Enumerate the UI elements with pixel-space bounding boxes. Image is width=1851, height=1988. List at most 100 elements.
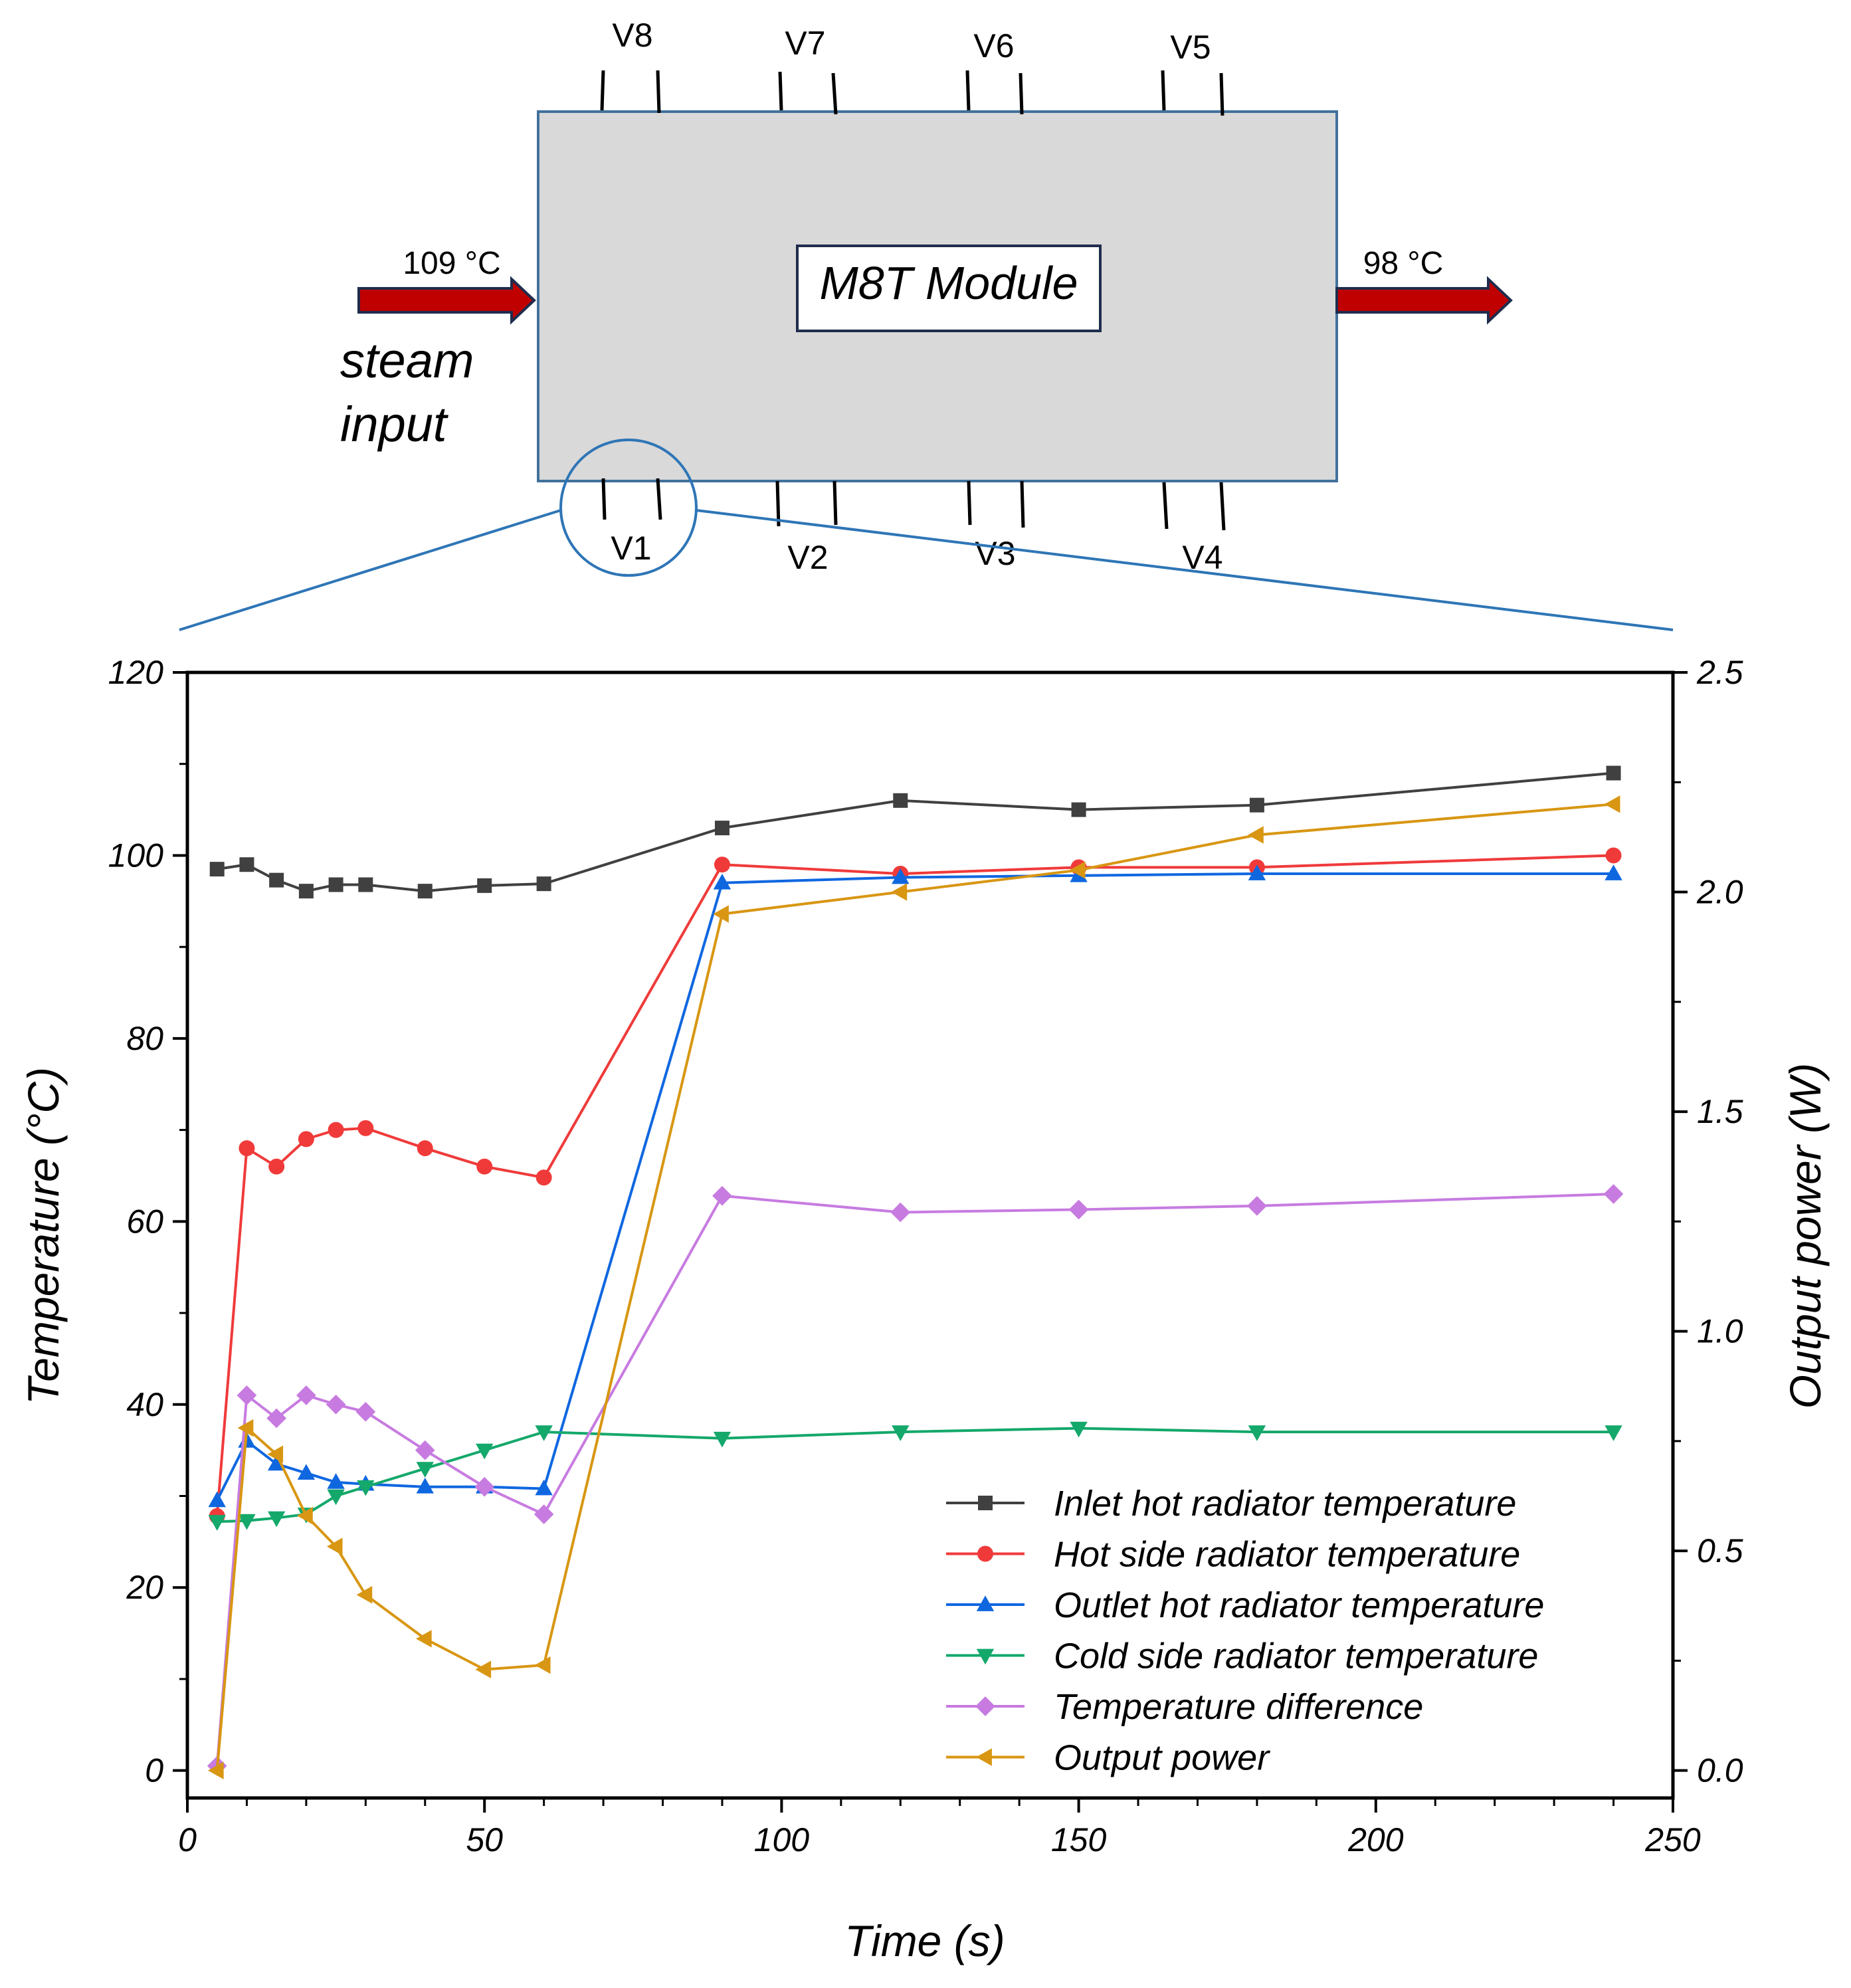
data-point bbox=[713, 1431, 731, 1448]
data-point bbox=[355, 1401, 376, 1422]
data-point bbox=[1604, 795, 1620, 813]
probe-label-v8: V8 bbox=[612, 17, 652, 54]
y-left-tick-label: 100 bbox=[108, 837, 164, 874]
series-3 bbox=[208, 1421, 1622, 1531]
data-point bbox=[209, 862, 225, 877]
y-left-tick-label: 80 bbox=[126, 1020, 163, 1057]
data-point bbox=[416, 1462, 434, 1478]
series-line bbox=[215, 872, 1614, 1502]
steam-input-line1: steam bbox=[340, 333, 474, 388]
series-line bbox=[215, 854, 1614, 1516]
data-point bbox=[1605, 847, 1622, 864]
data-point bbox=[893, 793, 908, 808]
y-left-tick-label: 60 bbox=[126, 1203, 163, 1240]
legend-item: Inlet hot radiator temperature bbox=[946, 1484, 1516, 1524]
data-point bbox=[237, 1419, 254, 1437]
data-point bbox=[1070, 1421, 1088, 1438]
data-point bbox=[892, 1425, 910, 1441]
series-5 bbox=[207, 795, 1620, 1779]
probe-wires-top bbox=[600, 70, 1224, 116]
data-point bbox=[416, 1630, 432, 1648]
y-right-tick-label: 1.0 bbox=[1697, 1313, 1743, 1350]
data-point bbox=[976, 1595, 995, 1611]
data-point bbox=[714, 856, 730, 873]
left-axis: 0 20 40 60 80 100 120 bbox=[108, 654, 187, 1789]
zoom-line-left bbox=[179, 509, 561, 631]
y-right-tick-label: 0.0 bbox=[1697, 1752, 1743, 1789]
legend-label: Inlet hot radiator temperature bbox=[1054, 1484, 1516, 1524]
y-left-tick-label: 0 bbox=[145, 1752, 163, 1789]
x-tick-label: 200 bbox=[1347, 1821, 1404, 1858]
data-point bbox=[297, 1507, 313, 1525]
inlet-arrow bbox=[357, 276, 536, 325]
y-left-tick-label: 120 bbox=[108, 654, 164, 691]
legend-item: Cold side radiator temperature bbox=[946, 1637, 1538, 1676]
data-point bbox=[356, 1586, 373, 1604]
probe-label-v7: V7 bbox=[785, 25, 825, 62]
data-point bbox=[417, 1140, 433, 1157]
y-left-tick-label: 40 bbox=[126, 1386, 163, 1423]
y-right-tick-label: 2.5 bbox=[1696, 654, 1743, 691]
data-point bbox=[298, 884, 314, 899]
probe-label-v2: V2 bbox=[787, 539, 828, 576]
outlet-temperature: 98 °C bbox=[1363, 246, 1444, 281]
data-point bbox=[358, 877, 373, 892]
data-point bbox=[328, 877, 343, 892]
data-point bbox=[207, 1761, 224, 1779]
series-line bbox=[215, 1193, 1614, 1766]
data-point bbox=[535, 1425, 553, 1441]
data-point bbox=[977, 1545, 993, 1562]
data-point bbox=[1071, 802, 1086, 817]
data-point bbox=[1069, 861, 1086, 879]
chart: 0 20 40 60 80 100 120 0.0 0.5 1.0 1.5 2.0 2.5 0 50 10… bbox=[19, 654, 1830, 1965]
y-right-tick-label: 1.5 bbox=[1697, 1093, 1743, 1130]
data-point bbox=[298, 1131, 314, 1147]
data-point bbox=[208, 1491, 226, 1508]
module-diagram: M8T Module V8 V7 V6 V5 V1 V2 V3 V4 109 °… bbox=[179, 17, 1674, 631]
data-point bbox=[476, 1443, 494, 1460]
legend-item: Temperature difference bbox=[946, 1687, 1423, 1727]
plot-frame bbox=[185, 670, 1675, 1800]
data-point bbox=[975, 1696, 995, 1716]
data-point bbox=[714, 821, 730, 836]
data-point bbox=[890, 1202, 911, 1223]
legend-label: Temperature difference bbox=[1054, 1687, 1423, 1727]
data-point bbox=[1248, 1425, 1266, 1441]
module-label: M8T Module bbox=[819, 257, 1078, 309]
data-point bbox=[476, 1158, 493, 1175]
x-tick-label: 100 bbox=[754, 1821, 810, 1858]
data-point bbox=[237, 1385, 257, 1405]
probe-label-v6: V6 bbox=[973, 27, 1014, 64]
data-point bbox=[976, 1648, 995, 1665]
data-point bbox=[536, 876, 551, 892]
probe-wires-bottom bbox=[601, 478, 1226, 531]
legend-item: Hot side radiator temperature bbox=[946, 1535, 1520, 1575]
y-right-tick-label: 0.5 bbox=[1697, 1532, 1743, 1569]
right-axis: 0.0 0.5 1.0 1.5 2.0 2.5 bbox=[1673, 654, 1743, 1789]
data-point bbox=[415, 1440, 435, 1460]
data-point bbox=[417, 884, 433, 899]
data-point bbox=[1248, 864, 1266, 880]
outlet-arrow bbox=[1335, 276, 1513, 325]
y-left-tick-label: 20 bbox=[126, 1569, 163, 1606]
data-point bbox=[357, 1480, 375, 1496]
data-point bbox=[713, 905, 729, 923]
data-point bbox=[238, 1514, 256, 1530]
data-point bbox=[534, 1656, 551, 1674]
series-2 bbox=[208, 864, 1622, 1508]
data-point bbox=[1068, 1199, 1089, 1220]
legend-label: Output power bbox=[1054, 1738, 1270, 1778]
data-point bbox=[326, 1394, 346, 1415]
x-axis: 0 50 100 150 200 250 bbox=[178, 1798, 1701, 1858]
x-axis-title: Time (s) bbox=[844, 1916, 1005, 1965]
data-point bbox=[712, 1185, 732, 1206]
data-point bbox=[1248, 826, 1264, 844]
x-tick-label: 150 bbox=[1051, 1821, 1107, 1858]
x-tick-label: 0 bbox=[178, 1821, 197, 1858]
probe-label-v5: V5 bbox=[1170, 29, 1211, 66]
legend-label: Outlet hot radiator temperature bbox=[1054, 1585, 1544, 1625]
data-point bbox=[357, 1120, 374, 1136]
data-point bbox=[208, 1515, 226, 1531]
data-point bbox=[474, 1476, 495, 1497]
